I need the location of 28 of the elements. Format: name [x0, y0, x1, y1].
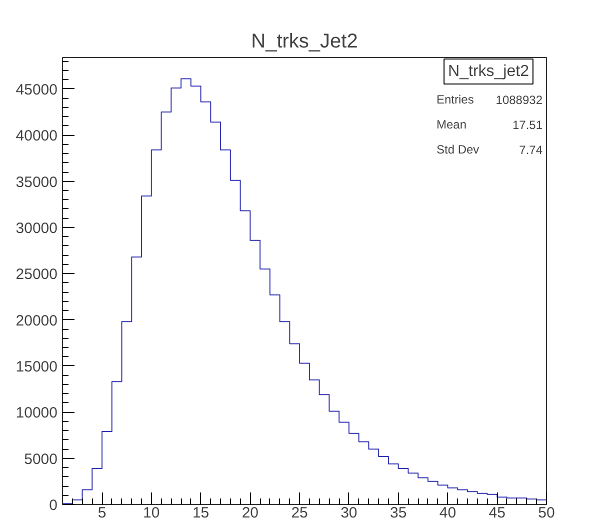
- chart-title: N_trks_Jet2: [251, 30, 358, 52]
- y-tick-label: 15000: [16, 358, 58, 376]
- annotation: 7.74: [519, 143, 543, 157]
- x-tick-label: 50: [538, 504, 555, 522]
- x-tick-label: 45: [488, 504, 506, 522]
- y-tick-label: 0: [49, 497, 58, 514]
- x-tick-label: 40: [439, 504, 456, 522]
- x-tick-label: 5: [98, 504, 106, 522]
- x-tick-label: 30: [340, 504, 358, 522]
- y-tick-label: 10000: [16, 404, 58, 422]
- annotation: Mean: [436, 118, 467, 132]
- x-tick-label: 10: [143, 504, 160, 522]
- y-tick-label: 40000: [16, 128, 58, 145]
- y-tick-label: 45000: [16, 81, 58, 98]
- x-tick-label: 15: [192, 504, 210, 522]
- annotation: N_trks_jet2: [448, 63, 530, 80]
- x-tick-label: 20: [242, 504, 259, 522]
- x-tick-label: 25: [291, 504, 308, 522]
- y-tick-label: 5000: [24, 450, 58, 468]
- annotation: Std Dev: [436, 142, 480, 156]
- y-tick-label: 30000: [16, 220, 58, 237]
- x-tick-label: 35: [390, 504, 407, 522]
- annotation: 17.51: [512, 118, 543, 132]
- annotation: 1088932: [496, 93, 543, 107]
- y-tick-label: 35000: [16, 174, 58, 191]
- y-tick-label: 25000: [16, 266, 58, 284]
- annotation: Entries: [436, 92, 474, 106]
- y-tick-label: 20000: [16, 312, 58, 330]
